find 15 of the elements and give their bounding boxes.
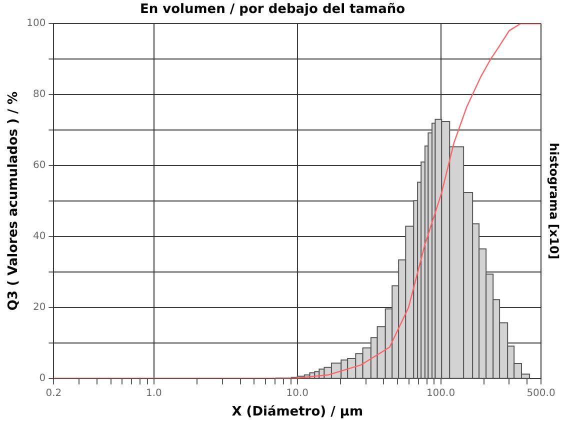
x-axis-title: X (Diámetro) / µm: [232, 404, 363, 420]
y2-axis-title: histograma [x10]: [546, 142, 561, 260]
y-tick-label: 40: [32, 231, 46, 242]
y-tick-label: 80: [32, 89, 46, 100]
x-tick-label: 500.0: [526, 388, 556, 399]
y-tick-label: 60: [32, 160, 46, 172]
x-tick-label: 100.0: [426, 388, 456, 399]
x-tick-label: 1.0: [146, 388, 162, 399]
x-tick-label: 0.2: [46, 388, 62, 399]
x-tick-label: 10.0: [286, 388, 308, 399]
chart-title: En volumen / por debajo del tamaño: [140, 2, 406, 18]
y-tick-label: 100: [26, 18, 46, 30]
y-axis-title: Q3 ( Valores acumulados ) / %: [6, 91, 22, 311]
y-tick-label: 0: [39, 372, 46, 384]
y-tick-label: 20: [32, 302, 46, 314]
